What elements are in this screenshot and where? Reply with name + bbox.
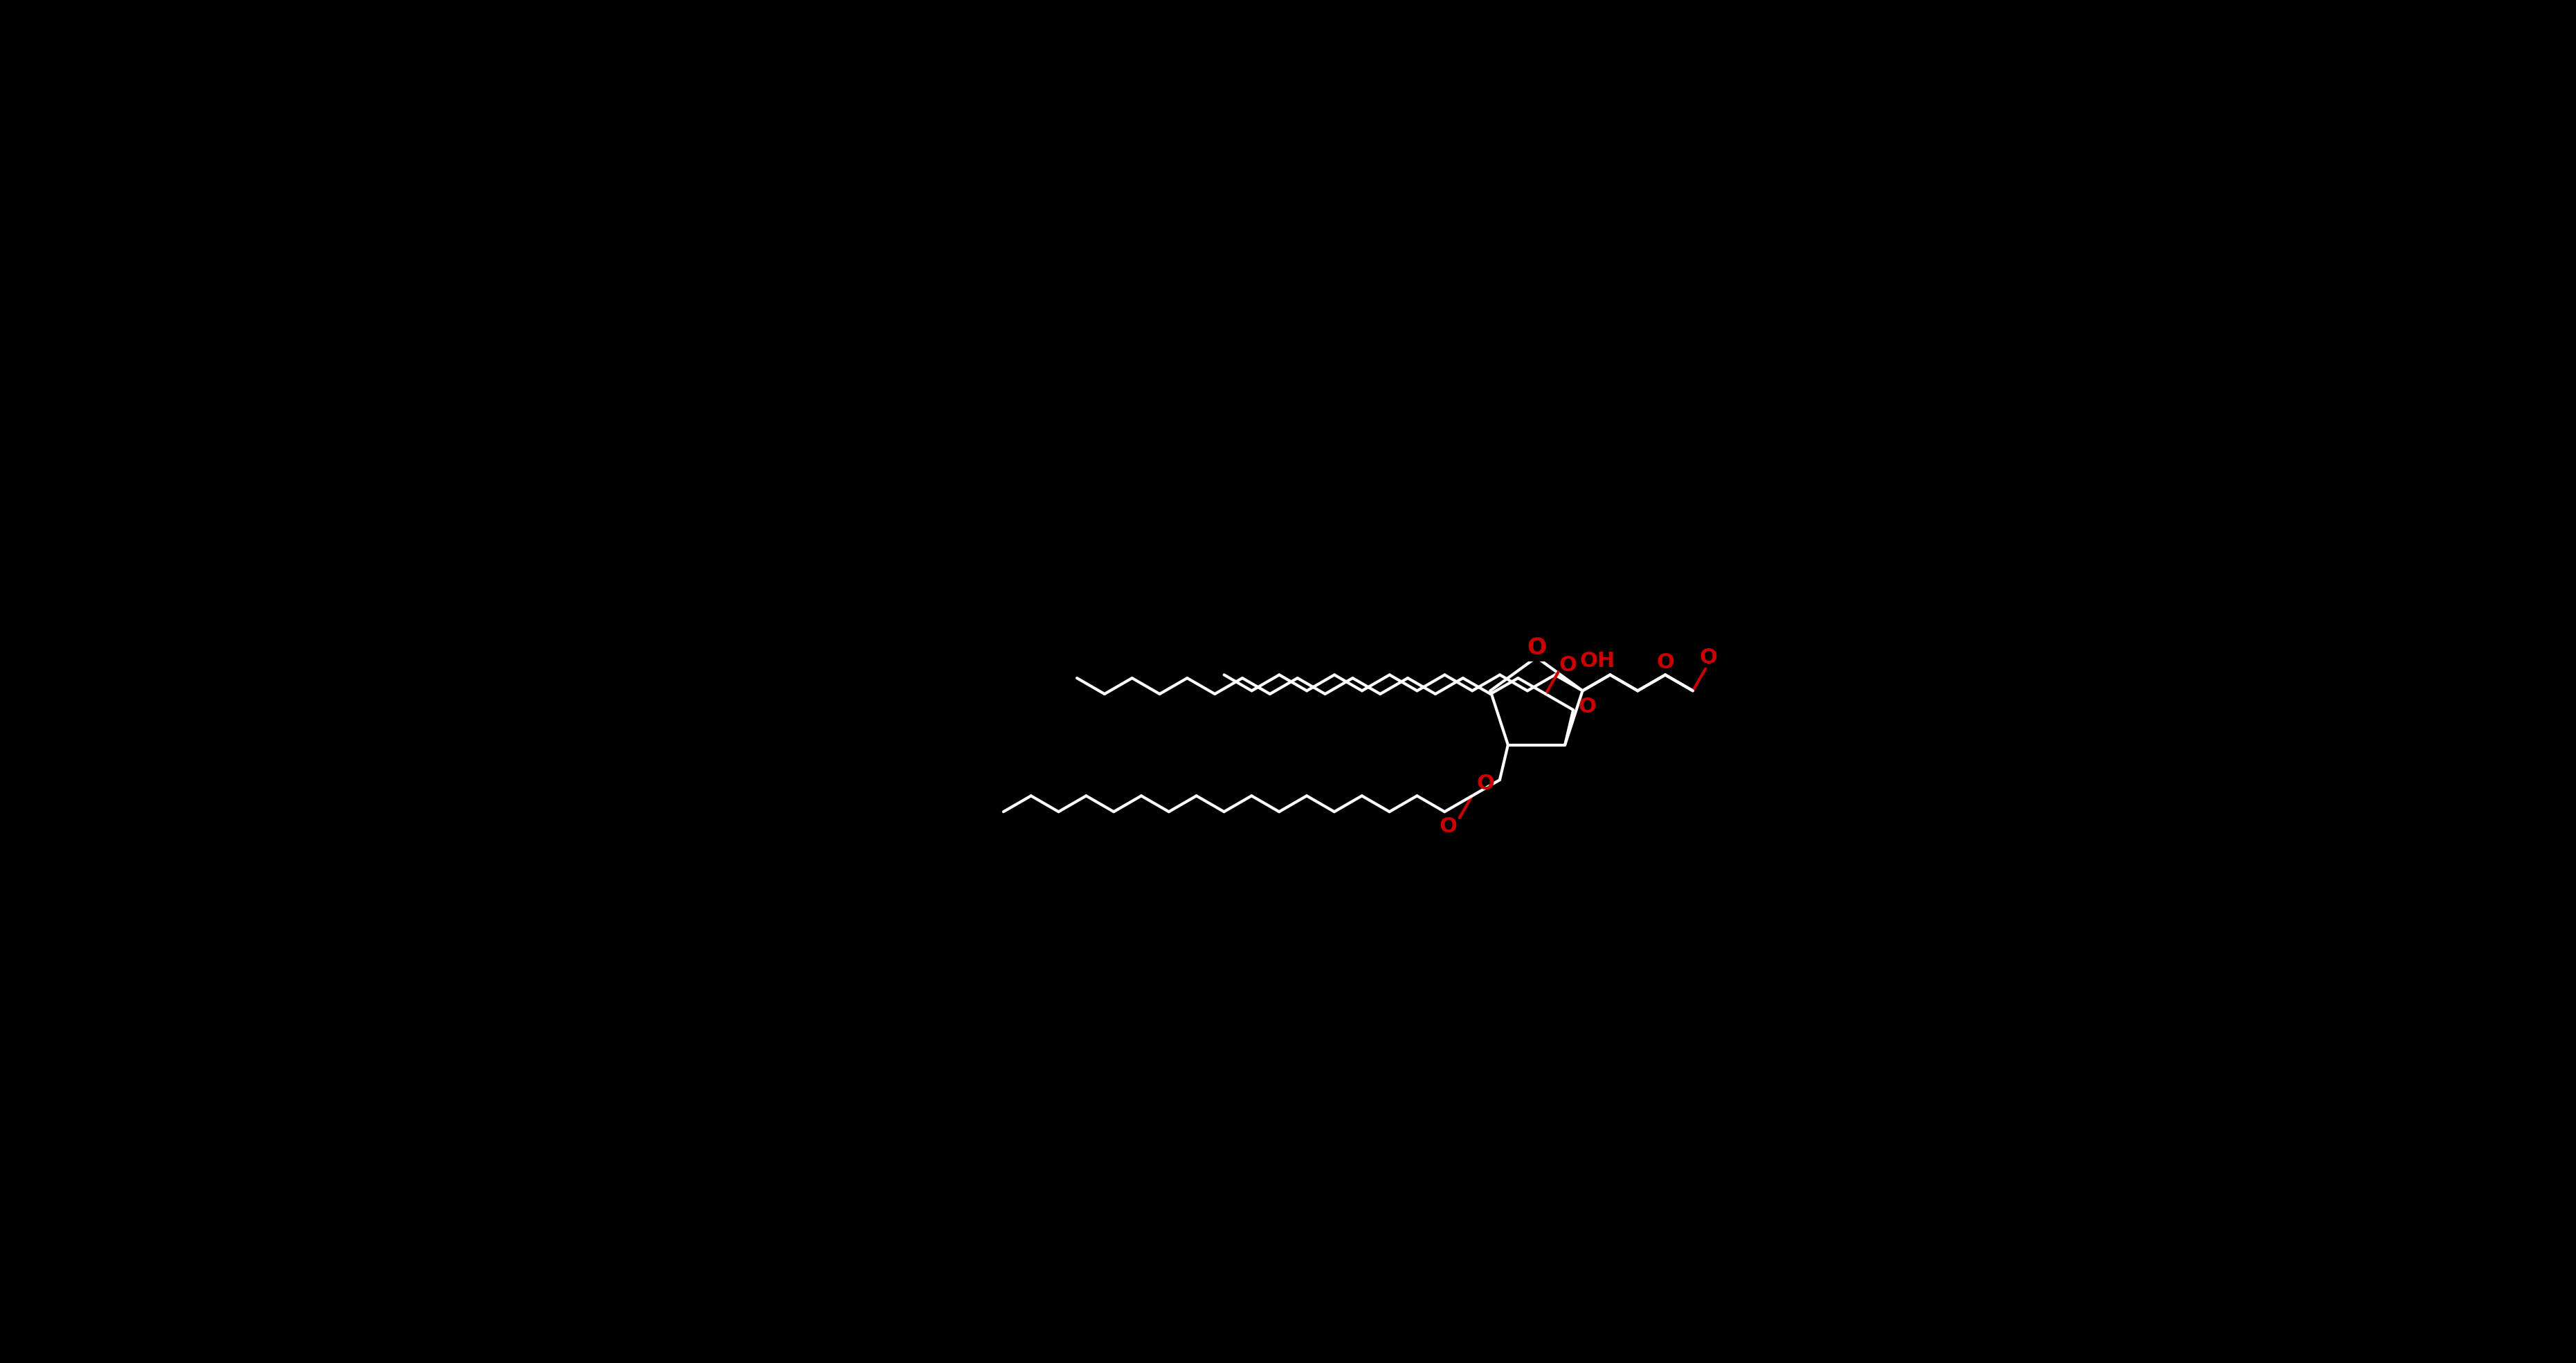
Text: O: O [1476, 773, 1494, 793]
Text: OH: OH [1579, 652, 1615, 671]
Text: O: O [1440, 816, 1458, 837]
Text: O: O [1579, 696, 1597, 717]
Text: O: O [1656, 653, 1674, 672]
Text: O: O [1558, 656, 1577, 675]
Text: O: O [1700, 647, 1718, 668]
Text: O: O [1528, 637, 1546, 660]
